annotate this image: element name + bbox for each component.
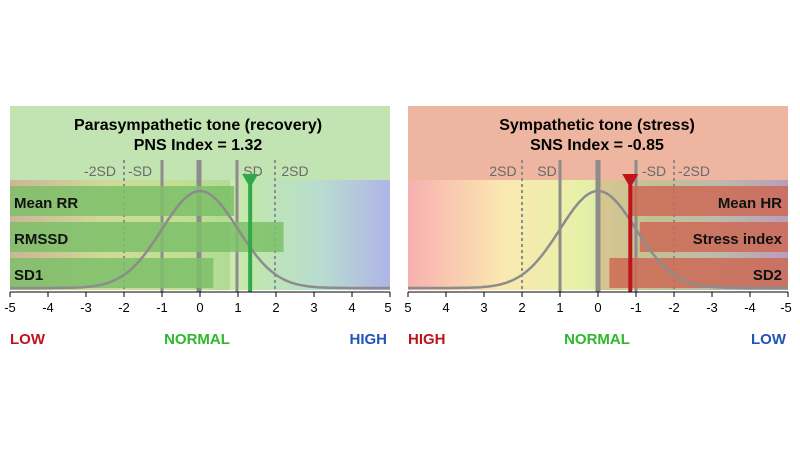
pns-tick-label-2: -3 [80,300,92,315]
pns-tick-label-4: -1 [156,300,168,315]
pns-zone-normal: NORMAL [164,331,230,348]
pns-zone-high: HIGH [350,331,388,348]
pns-x-ticks [9,292,391,297]
pns-normal-curve [10,189,390,290]
sns-zone-normal: NORMAL [564,331,630,348]
sns-sd-label-minus2: -2SD [678,163,710,179]
sns-tick-label-5: 0 [594,300,601,315]
pns-sd-label-minus2: -2SD [84,163,116,179]
sns-x-ticks [407,292,789,297]
sns-marker-arrow [622,174,639,188]
pns-tick-label-9: 4 [348,300,355,315]
sns-normal-curve [408,189,788,290]
sns-bar-label-sd2: SD2 [753,267,782,284]
sns-bars [609,186,788,288]
sns-bar-stress-index [639,222,788,252]
sns-tick-label-3: 2 [518,300,525,315]
sns-tick-label-10: -5 [780,300,792,315]
sns-tick-label-0: 5 [404,300,411,315]
sns-title: Sympathetic tone (stress) [499,117,695,134]
sns-tick-label-7: -2 [668,300,680,315]
sns-bar-sd2 [609,258,788,288]
pns-zone-low: LOW [10,331,46,348]
sns-bar-label-mean-hr: Mean HR [718,195,782,212]
pns-marker-arrow [242,174,259,188]
sns-tick-label-8: -3 [706,300,718,315]
pns-bar-sd1 [10,258,214,288]
pns-tick-label-3: -2 [118,300,130,315]
pns-tick-label-1: -4 [42,300,54,315]
pns-bar-label-mean-rr: Mean RR [14,195,78,212]
pns-tick-label-6: 1 [234,300,241,315]
pns-bar-label-sd1: SD1 [14,267,43,284]
sns-sd-label-plus1: SD [537,163,556,179]
sns-sd-label-minus1: -SD [642,163,666,179]
sns-index-marker [622,174,639,292]
pns-sd-label-minus1: -SD [128,163,152,179]
pns-tick-label-7: 2 [272,300,279,315]
pns-bar-label-rmssd: RMSSD [14,231,68,248]
sns-tick-label-9: -4 [744,300,756,315]
pns-panel: Parasympathetic tone (recovery) PNS Inde… [4,106,392,348]
pns-tick-label-10: 5 [384,300,391,315]
pns-tick-label-8: 3 [310,300,317,315]
sns-bar-mean-hr [630,186,788,216]
sns-bar-label-stress-index: Stress index [693,231,783,248]
sns-subtitle: SNS Index = -0.85 [530,137,664,154]
sns-sd-label-plus2: 2SD [489,163,516,179]
sns-zone-low: LOW [751,331,787,348]
sns-tick-label-4: 1 [556,300,563,315]
pns-tick-label-5: 0 [196,300,203,315]
pns-tick-label-0: -5 [4,300,16,315]
pns-subtitle: PNS Index = 1.32 [134,137,263,154]
sns-zone-high: HIGH [408,331,446,348]
sns-tick-label-2: 3 [480,300,487,315]
sns-panel: Sympathetic tone (stress) SNS Index = -0… [404,106,792,348]
pns-sd-label-plus2: 2SD [281,163,308,179]
sns-tick-label-1: 4 [442,300,449,315]
pns-title: Parasympathetic tone (recovery) [74,117,322,134]
pns-index-marker [242,174,259,292]
sns-tick-label-6: -1 [630,300,642,315]
